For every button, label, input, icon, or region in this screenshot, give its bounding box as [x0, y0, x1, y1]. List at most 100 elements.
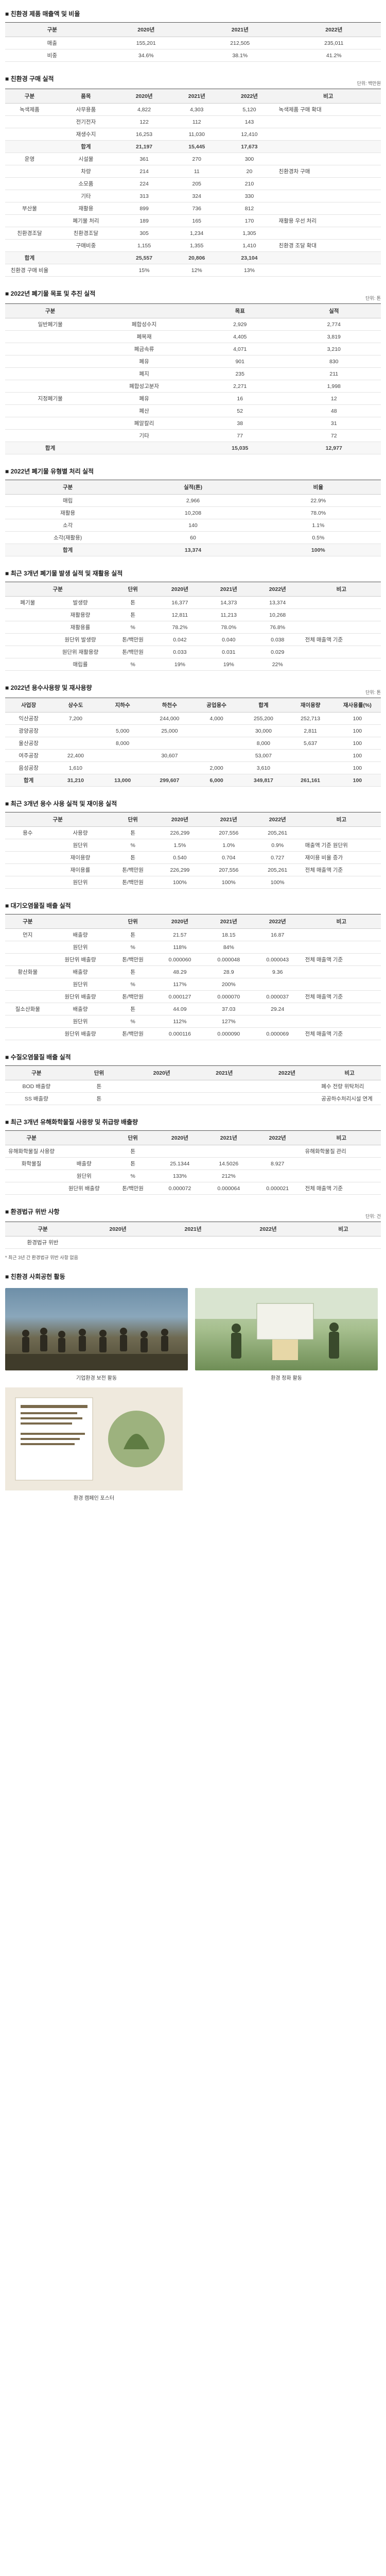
table-cell: 재활용률 — [50, 621, 111, 634]
table-cell: 7,200 — [52, 712, 99, 725]
table-cell: 0.040 — [204, 633, 253, 646]
column-header: 비고 — [275, 89, 381, 104]
table-cell: 기타 — [95, 429, 193, 442]
column-header: 구분 — [5, 1065, 68, 1080]
column-header: 2020년 — [155, 1130, 204, 1145]
table-row: 원단위% 112% 127% — [5, 1015, 381, 1028]
table-cell — [5, 658, 50, 671]
table-row: 소각(재활용) 60 0.5% — [5, 531, 381, 544]
column-header: 2021년 — [204, 812, 253, 827]
table-cell: 4,822 — [117, 103, 171, 116]
table-cell: 18.15 — [204, 928, 253, 941]
campaign-poster-image — [5, 1387, 183, 1490]
table-cell — [5, 1027, 50, 1040]
table-cell: 170 — [223, 214, 276, 227]
table-cell: 비중 — [5, 49, 99, 62]
table-cell: 0.000072 — [155, 1182, 204, 1195]
photo-caption: 환경 정화 활동 — [271, 1376, 302, 1381]
table-cell: 전체 매출액 기준 — [302, 990, 381, 1003]
table-row: 폐목재 4,405 3,819 — [5, 330, 381, 343]
table-cell: 합계 — [5, 442, 96, 454]
table-cell — [5, 330, 96, 343]
table-cell: 차량 — [54, 165, 118, 178]
table-cell: 0.033 — [155, 646, 204, 658]
table-header: 구분 2020년 2021년 2022년 비고 — [5, 1222, 381, 1236]
table-cell — [5, 839, 50, 852]
table-cell: 전체 매출액 기준 — [302, 633, 381, 646]
table-cell — [255, 1080, 319, 1093]
table-cell: 20 — [223, 165, 276, 178]
table-cell: 사용량 — [50, 826, 111, 839]
table-cell — [302, 1170, 381, 1182]
table-header: 구분 단위 2020년 2021년 2022년 비고 — [5, 1065, 381, 1080]
table-cell: 원단위 — [50, 839, 111, 852]
table-cell: 울산공장 — [5, 737, 52, 750]
table-cell — [5, 1182, 58, 1195]
table-cell: 210 — [223, 177, 276, 190]
table-cell: 300 — [223, 152, 276, 165]
table-cell: 폐수 전량 위탁처리 — [318, 1080, 381, 1093]
table-cell — [5, 633, 50, 646]
table-cell: 화학물질 — [5, 1157, 58, 1170]
table-cell: 2,000 — [193, 761, 240, 774]
table-cell: 214 — [117, 165, 171, 178]
table-row: SS 배출량 톤 공공하수처리시설 연계 — [5, 1092, 381, 1105]
unit-label: 단위: 톤 — [365, 296, 381, 301]
column-header: 비고 — [306, 1222, 381, 1236]
table-cell: SS 배출량 — [5, 1092, 68, 1105]
table-cell: 전체 매출액 기준 — [302, 1027, 381, 1040]
table-cell: 원단위 배출량 — [50, 990, 111, 1003]
column-header: 구분 — [5, 812, 111, 827]
table-cell: % — [110, 978, 155, 991]
table-cell: 질소산화물 — [5, 1003, 50, 1015]
table-row: 소각 140 1.1% — [5, 519, 381, 532]
column-header: 구분 — [5, 303, 96, 318]
table-cell: 합계 — [5, 774, 52, 787]
table-cell: 배출량 — [58, 1157, 111, 1170]
table-cell — [95, 442, 193, 454]
table-cell: 38 — [192, 417, 287, 430]
table-cell: 사무용품 — [54, 103, 118, 116]
table-row: 폐금속류 4,071 3,210 — [5, 343, 381, 355]
table-cell: 20,806 — [170, 251, 223, 264]
table-cell: 폐합성수지 — [95, 318, 193, 331]
table-cell — [275, 251, 381, 264]
column-header: 구분 — [5, 22, 99, 37]
table-cell: 207,556 — [204, 863, 253, 876]
table-cell — [5, 876, 50, 889]
table-cell: 0.000064 — [204, 1182, 253, 1195]
column-header: 2022년 — [253, 1130, 302, 1145]
table-cell: 소각(재활용) — [5, 531, 131, 544]
table-cell: 255,200 — [240, 712, 287, 725]
table-cell: 330 — [223, 190, 276, 202]
table-cell: 48.29 — [155, 965, 204, 978]
table-cell — [5, 115, 54, 128]
table-cell: 252,713 — [287, 712, 334, 725]
table-cell: 14.5026 — [204, 1157, 253, 1170]
table-cell: 친환경조달 — [5, 227, 54, 240]
table-cell: 305 — [117, 227, 171, 240]
table-cell: 폐합성고분자 — [95, 380, 193, 393]
table-cell: 25,557 — [117, 251, 171, 264]
table-cell — [287, 761, 334, 774]
table-cell: 0.000043 — [253, 953, 302, 966]
section-title: ■ 친환경 제품 매출액 및 비율 — [5, 10, 80, 18]
table-cell — [5, 608, 50, 621]
table-cell: 13% — [223, 264, 276, 277]
table-cell: 지정폐기물 — [5, 392, 96, 405]
waste-type-table: 구분 실적(톤) 비율 매립 2,966 22.9% 재활용 10,208 78.0% 소각 14… — [5, 480, 381, 556]
table-cell: 배출량 — [50, 1003, 111, 1015]
table-row: 폐기물 발생량 톤 16,377 14,373 13,374 — [5, 596, 381, 609]
column-header: 실적(톤) — [130, 480, 256, 495]
table-cell — [52, 724, 99, 737]
people-outdoor-icon — [195, 1288, 378, 1360]
table-cell: 52 — [192, 404, 287, 417]
table-cell — [193, 749, 240, 762]
table-cell: 13,000 — [99, 774, 146, 787]
table-row: 폐알칼리 38 31 — [5, 417, 381, 430]
table-cell: 배출량 — [50, 965, 111, 978]
table-cell: 14,373 — [204, 596, 253, 609]
table-cell — [99, 761, 146, 774]
table-cell — [275, 140, 381, 153]
table-cell: 15,445 — [170, 140, 223, 153]
